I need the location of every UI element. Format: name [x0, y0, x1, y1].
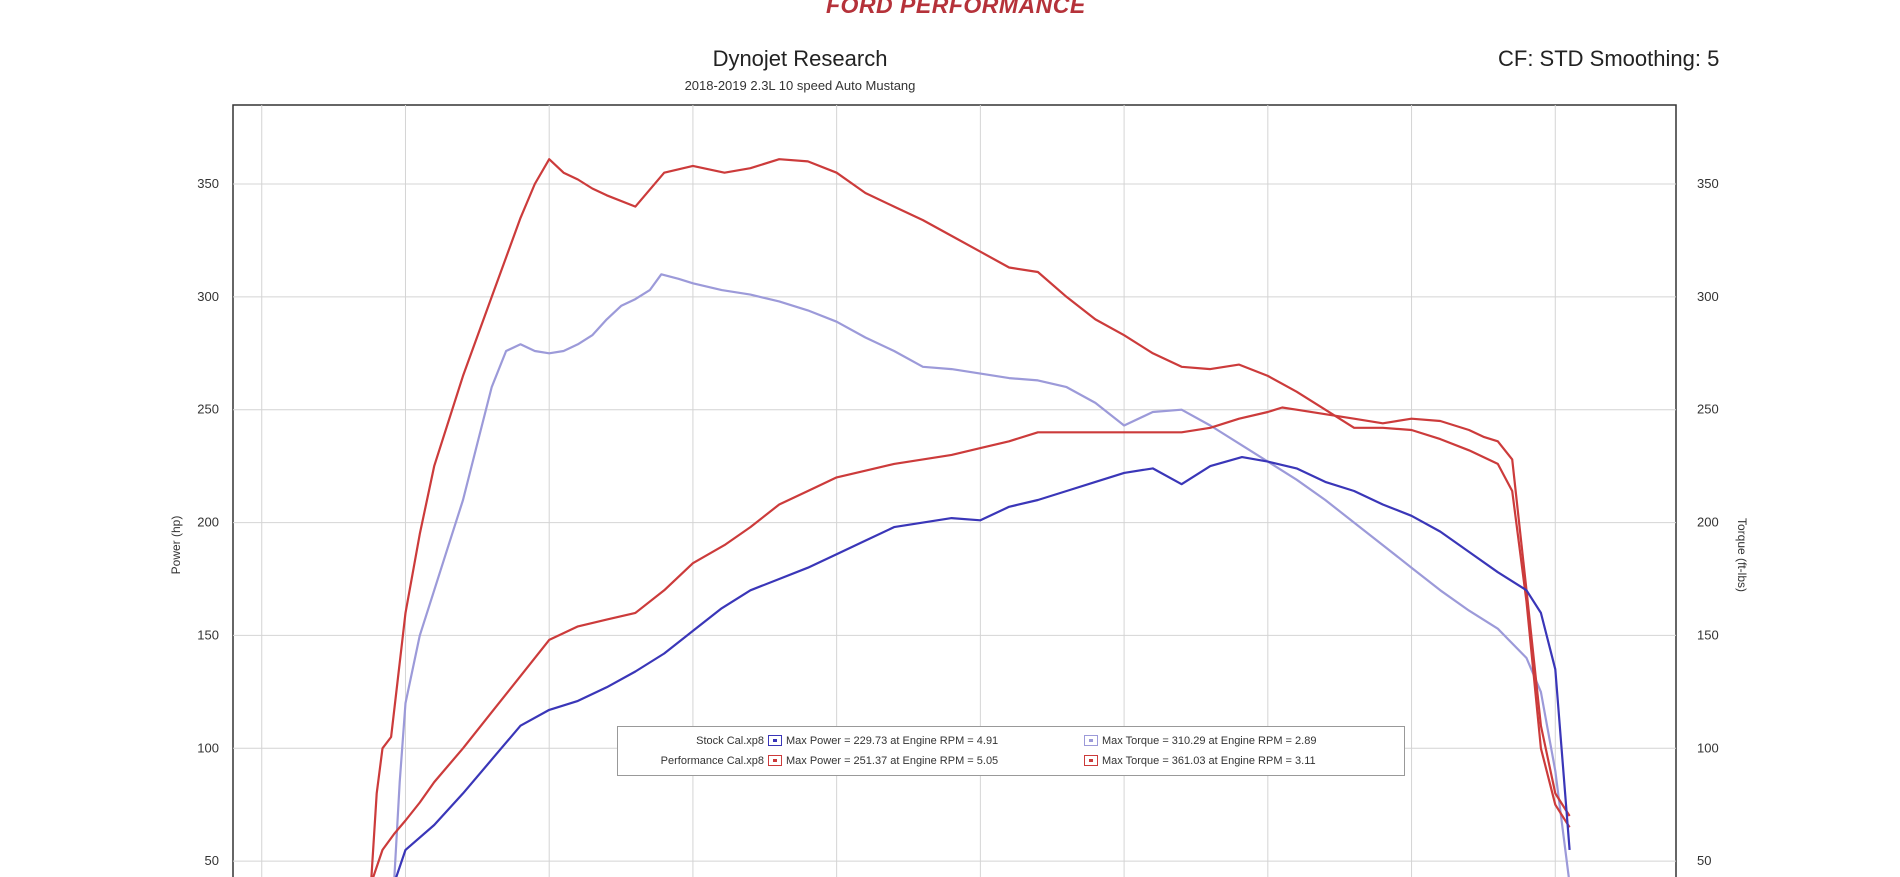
legend-performance-torque: Max Torque = 361.03 at Engine RPM = 3.11: [1102, 755, 1316, 767]
chart-title: Dynojet Research: [712, 46, 888, 71]
legend-performance-power: Max Power = 251.37 at Engine RPM = 5.05: [786, 755, 999, 767]
y-axis-label-left: Power (hp): [169, 516, 183, 575]
legend-file-performance: Performance Cal.xp8: [660, 755, 764, 767]
left-tick-label: 50: [205, 853, 219, 868]
legend: Stock Cal.xp8 Max Power = 229.73 at Engi…: [617, 726, 1405, 776]
right-tick-label: 50: [1697, 853, 1711, 868]
left-tick-label: 200: [197, 515, 219, 530]
right-tick-label: 150: [1697, 627, 1719, 642]
performance-torque-swatch-icon: [1084, 755, 1098, 766]
left-axis-ticks: 50 100 150 200 250 300 350: [197, 176, 219, 868]
left-tick-label: 300: [197, 289, 219, 304]
stock-power-swatch-icon: [768, 735, 782, 746]
swatch-dot-icon: [1089, 759, 1093, 762]
swatch-dot-icon: [773, 739, 777, 742]
performance-power-swatch-icon: [768, 755, 782, 766]
swatch-dot-icon: [1089, 739, 1093, 742]
right-tick-label: 100: [1697, 740, 1719, 755]
series-line-2: [372, 406, 1571, 877]
left-tick-label: 100: [197, 740, 219, 755]
right-axis-ticks: 50 100 150 200 250 300 350: [1697, 176, 1719, 868]
right-tick-label: 350: [1697, 176, 1719, 191]
correction-factor-info: CF: STD Smoothing: 5: [1498, 46, 1720, 71]
series-line-0: [393, 273, 1570, 877]
right-tick-label: 200: [1697, 515, 1719, 530]
series-line-3: [395, 456, 1571, 877]
series-line-1: [370, 158, 1571, 877]
legend-row-performance: Performance Cal.xp8 Max Power = 251.37 a…: [618, 751, 1402, 771]
left-tick-label: 250: [197, 402, 219, 417]
left-tick-label: 150: [197, 627, 219, 642]
stock-torque-swatch-icon: [1084, 735, 1098, 746]
right-tick-label: 300: [1697, 289, 1719, 304]
left-tick-label: 350: [197, 176, 219, 191]
right-tick-label: 250: [1697, 402, 1719, 417]
legend-file-stock: Stock Cal.xp8: [696, 735, 764, 747]
series-layer: [370, 158, 1571, 877]
ford-performance-logo: FORD PERFORMANCE: [826, 0, 1086, 18]
y-axis-label-right: Torque (ft-lbs): [1735, 518, 1749, 592]
chart-subtitle: 2018-2019 2.3L 10 speed Auto Mustang: [684, 78, 916, 93]
legend-stock-torque: Max Torque = 310.29 at Engine RPM = 2.89: [1102, 735, 1317, 747]
legend-stock-power: Max Power = 229.73 at Engine RPM = 4.91: [786, 735, 999, 747]
swatch-dot-icon: [773, 759, 777, 762]
legend-row-stock: Stock Cal.xp8 Max Power = 229.73 at Engi…: [618, 731, 1402, 751]
